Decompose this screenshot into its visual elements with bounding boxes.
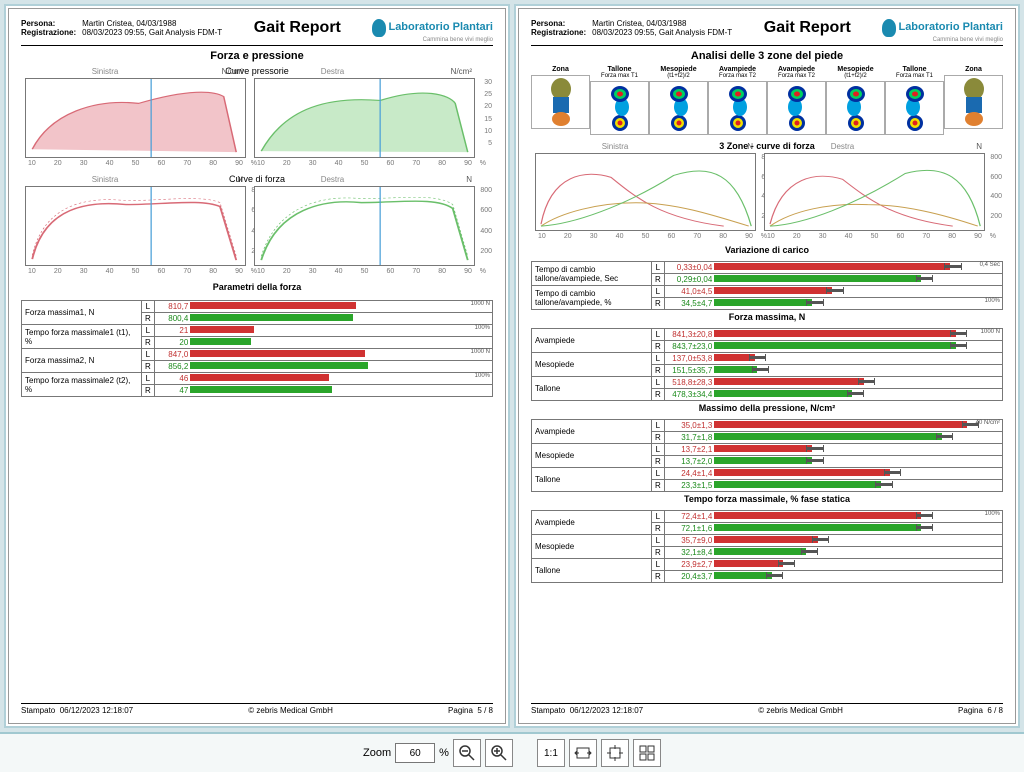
header-title-wrap: Gait Report	[732, 19, 882, 37]
chart-unit: N/cm²	[451, 67, 472, 76]
zoom-input[interactable]	[395, 743, 435, 763]
params-table: Forza massima1, NL810,71000 NR800,4Tempo…	[21, 300, 493, 397]
toolbar: Zoom % 1:1	[0, 732, 1024, 772]
xticks: 102030405060708090	[26, 160, 245, 167]
p6-sections: Variazione di caricoTempo di cambio tall…	[531, 243, 1003, 583]
zoom-group: Zoom %	[363, 739, 513, 767]
page-footer: Stampato 06/12/2023 12:18:07 © zebris Me…	[21, 703, 493, 715]
page-no: Pagina 5 / 8	[448, 706, 493, 715]
x-unit: %	[480, 268, 486, 275]
xticks: 102030405060708090	[255, 268, 474, 275]
brand: Laboratorio Plantari Cammina bene vivi m…	[882, 19, 1003, 43]
pdf-viewer: Persona: Registrazione: Martin Cristea, …	[0, 0, 1024, 772]
brand: Laboratorio Plantari Cammina bene vivi m…	[372, 19, 493, 43]
page-5: Persona: Registrazione: Martin Cristea, …	[8, 8, 506, 724]
header-meta: Persona: Registrazione:	[531, 19, 586, 37]
force-chart-right: Destra N 102030405060708090 800600400200…	[254, 186, 475, 266]
pressure-chart-left: Sinistra N/cm² 102030405060708090 302520…	[25, 78, 246, 158]
grid-view-button[interactable]	[633, 739, 661, 767]
page-footer: Stampato 06/12/2023 12:18:07 © zebris Me…	[531, 703, 1003, 715]
persona-value: Martin Cristea, 04/03/1988	[82, 19, 222, 28]
reg-value: 08/03/2023 09:55, Gait Analysis FDM-T	[82, 28, 222, 37]
zoom-out-button[interactable]	[453, 739, 481, 767]
zone-curves: Sinistra N 102030405060708090 8006004002…	[531, 153, 1003, 231]
zones-row: ZonaTalloneForza max T1 Mesopiede(t1+t2)…	[531, 66, 1003, 135]
brand-tagline: Cammina bene vivi meglio	[372, 37, 493, 43]
force-charts: Sinistra N 102030405060708090 8006004002…	[21, 186, 493, 266]
zone-curve-right: Destra N 102030405060708090 800600400200…	[764, 153, 985, 231]
p6-title: Analisi delle 3 zone del piede	[531, 50, 1003, 62]
page-6-wrap: Persona: Registrazione: Martin Cristea, …	[514, 4, 1020, 728]
fit-actual-button[interactable]: 1:1	[537, 739, 565, 767]
chart-label-right: Destra	[321, 67, 345, 76]
chart-label-left: Sinistra	[92, 67, 119, 76]
pressure-chart-right: Destra N/cm² 102030405060708090 30252015…	[254, 78, 475, 158]
printed: Stampato 06/12/2023 12:18:07	[21, 706, 133, 715]
header-title-wrap: Gait Report	[222, 19, 372, 37]
page-header: Persona: Registrazione: Martin Cristea, …	[21, 19, 493, 46]
header-meta-values: Martin Cristea, 04/03/1988 08/03/2023 09…	[592, 19, 732, 37]
foot-icon	[372, 19, 386, 37]
xticks: 102030405060708090	[26, 268, 245, 275]
page-6: Persona: Registrazione: Martin Cristea, …	[518, 8, 1016, 724]
foot-icon	[882, 19, 896, 37]
brand-name: Laboratorio Plantari	[388, 21, 493, 33]
fit-width-button[interactable]	[569, 739, 597, 767]
page-5-wrap: Persona: Registrazione: Martin Cristea, …	[4, 4, 510, 728]
copyright: © zebris Medical GmbH	[248, 706, 333, 715]
fit-group: 1:1	[537, 739, 661, 767]
zone-curve-left: Sinistra N 102030405060708090 8006004002…	[535, 153, 756, 231]
chart-label-left: Sinistra	[92, 175, 119, 184]
yticks: 800600400200	[480, 187, 492, 255]
zoom-label: Zoom	[363, 747, 391, 759]
header-meta-values: Martin Cristea, 04/03/1988 08/03/2023 09…	[82, 19, 222, 37]
params-title: Parametri della forza	[21, 282, 493, 292]
pages-container: Persona: Registrazione: Martin Cristea, …	[0, 0, 1024, 732]
header-meta: Persona: Registrazione:	[21, 19, 76, 37]
chart-label-right: Destra	[321, 175, 345, 184]
pressure-charts: Sinistra N/cm² 102030405060708090 302520…	[21, 78, 493, 158]
force-chart-left: Sinistra N 102030405060708090 8006004002…	[25, 186, 246, 266]
xticks: 102030405060708090	[255, 160, 474, 167]
page-header: Persona: Registrazione: Martin Cristea, …	[531, 19, 1003, 46]
reg-label: Registrazione:	[21, 28, 76, 37]
chart-unit: N	[237, 175, 243, 184]
x-unit: %	[480, 160, 486, 167]
zoom-pct: %	[439, 747, 449, 759]
zoom-in-button[interactable]	[485, 739, 513, 767]
chart-unit: N/cm²	[222, 67, 243, 76]
yticks: 30252015105	[484, 79, 492, 147]
persona-label: Persona:	[21, 19, 55, 28]
chart-unit: N	[466, 175, 472, 184]
report-title: Gait Report	[222, 19, 372, 37]
p5-title: Forza e pressione	[21, 50, 493, 62]
fit-page-button[interactable]	[601, 739, 629, 767]
